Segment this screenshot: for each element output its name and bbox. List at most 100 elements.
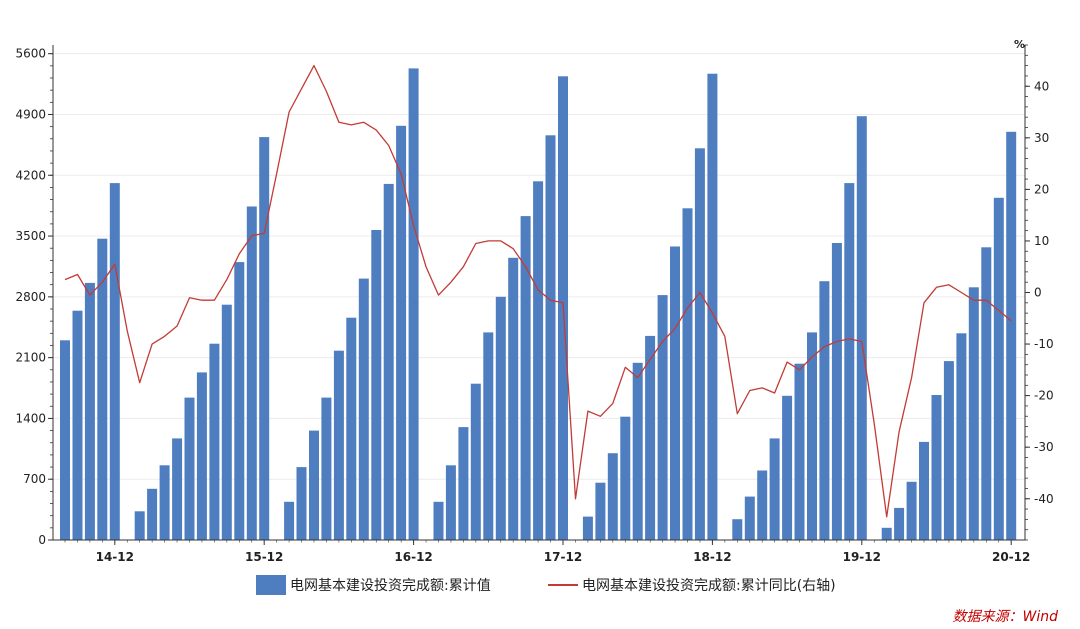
bar (358, 278, 369, 540)
legend-item-bar: 电网基本建设投资完成额:累计值 (256, 575, 491, 595)
bar (831, 243, 842, 540)
bar (595, 482, 606, 540)
left-tick-label: 3500 (15, 229, 46, 243)
bar (284, 501, 295, 540)
bar (919, 441, 929, 540)
legend-line-label: 电网基本建设投资完成额:累计同比(右轴) (582, 578, 836, 594)
left-tick-label: 0 (38, 533, 46, 547)
bar (881, 527, 892, 540)
bar (670, 246, 680, 540)
bar (943, 361, 954, 540)
bar (445, 465, 456, 540)
bar (60, 340, 70, 540)
bar (408, 68, 419, 541)
bar (707, 73, 718, 540)
x-tick-label: 16-12 (394, 550, 432, 564)
line-series (64, 64, 1012, 518)
bar (794, 363, 805, 540)
right-tick-label: -10 (1034, 337, 1054, 351)
bar (533, 181, 544, 541)
bar (508, 257, 519, 540)
bar (172, 438, 183, 540)
bar (645, 335, 656, 540)
bar (259, 137, 270, 540)
bar (147, 488, 158, 540)
bar (97, 238, 108, 540)
legend-bar-label: 电网基本建设投资完成额:累计值 (290, 578, 491, 594)
bar (981, 247, 992, 541)
bar (956, 333, 967, 540)
bar (732, 519, 743, 540)
bar-series (60, 68, 1017, 541)
bar (483, 332, 494, 540)
right-tick-label: 30 (1034, 131, 1049, 145)
bar (234, 262, 245, 540)
right-tick-label: -20 (1034, 389, 1054, 403)
bar (470, 383, 481, 540)
right-tick-label: 20 (1034, 182, 1049, 196)
left-tick-label: 4900 (15, 107, 46, 121)
bar (321, 397, 332, 540)
bar (894, 507, 905, 540)
bar (582, 516, 593, 540)
bar (396, 125, 407, 541)
bar (607, 453, 618, 540)
bar (309, 430, 319, 540)
left-tick-label: 2800 (15, 290, 46, 304)
bar (819, 281, 830, 540)
left-tick-label: 700 (23, 472, 46, 486)
right-tick-label: 0 (1034, 286, 1042, 300)
bar (520, 216, 531, 540)
bar (632, 362, 643, 540)
bar (72, 310, 83, 540)
bar (931, 395, 942, 540)
left-tick-label: 5600 (15, 47, 46, 61)
bar (134, 511, 145, 540)
left-tick-label: 1400 (15, 411, 46, 425)
left-tick-label: 4200 (15, 168, 46, 182)
x-tick-label: 15-12 (245, 550, 283, 564)
bar (657, 295, 668, 540)
bar (346, 317, 357, 540)
bar (333, 350, 344, 540)
x-tick-label: 19-12 (843, 550, 881, 564)
bar (495, 296, 506, 540)
bar (968, 287, 979, 540)
bar (209, 343, 220, 540)
bar (109, 183, 120, 540)
bar (694, 148, 705, 541)
bar (184, 397, 195, 540)
bar (84, 282, 95, 540)
bar (458, 427, 469, 540)
bar (296, 467, 307, 540)
bar (433, 501, 444, 540)
axes: 0 700 1400 2100 2800 3500 4200 4900 5600 -40 -30 -2… (15, 44, 1054, 564)
bar (620, 416, 631, 540)
bar (782, 395, 793, 540)
bar (757, 470, 768, 540)
x-tick-label: 14-12 (96, 550, 134, 564)
bar (246, 206, 257, 540)
right-axis-unit: % (1014, 38, 1025, 51)
bar (807, 332, 817, 540)
bar (844, 183, 855, 540)
left-tick-label: 2100 (15, 351, 46, 365)
bar (196, 372, 207, 540)
bar (769, 438, 780, 540)
bar (1006, 131, 1017, 541)
bar (744, 496, 755, 540)
bar (682, 208, 693, 541)
legend-bar-swatch (256, 575, 286, 595)
right-tick-label: -40 (1034, 492, 1054, 506)
x-tick-label: 20-12 (992, 550, 1030, 564)
legend-item-line: 电网基本建设投资完成额:累计同比(右轴) (548, 575, 836, 595)
legend-line-swatch (548, 584, 578, 586)
x-tick-label: 18-12 (693, 550, 731, 564)
bar (383, 183, 394, 540)
bar (159, 465, 170, 540)
x-tick-label: 17-12 (544, 550, 582, 564)
right-tick-label: 10 (1034, 234, 1049, 248)
source-note: 数据来源：Wind (952, 609, 1059, 625)
right-tick-label: 40 (1034, 79, 1049, 93)
